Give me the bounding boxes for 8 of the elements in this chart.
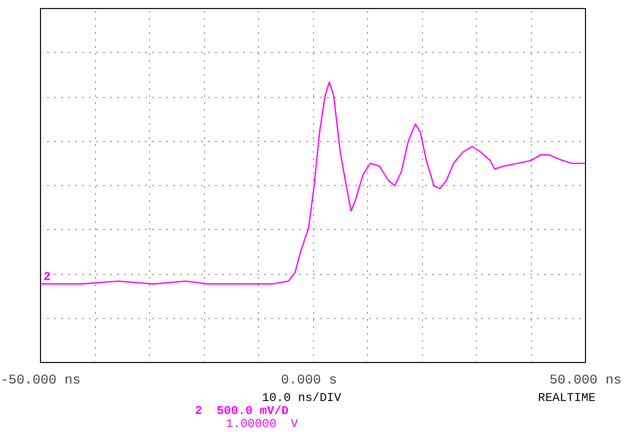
annotation: 2 <box>44 270 51 284</box>
text: 1.00000 V <box>226 417 298 431</box>
text: 2 500.0 mV/D <box>195 404 289 418</box>
x-tick-label: -50.000 ns <box>0 374 80 388</box>
x-tick-label: 0.000 s <box>281 374 338 388</box>
x-tick-label: 50.000 ns <box>550 374 622 388</box>
text: 10.0 ns/DIV <box>262 391 342 405</box>
text: REALTIME <box>538 391 596 405</box>
